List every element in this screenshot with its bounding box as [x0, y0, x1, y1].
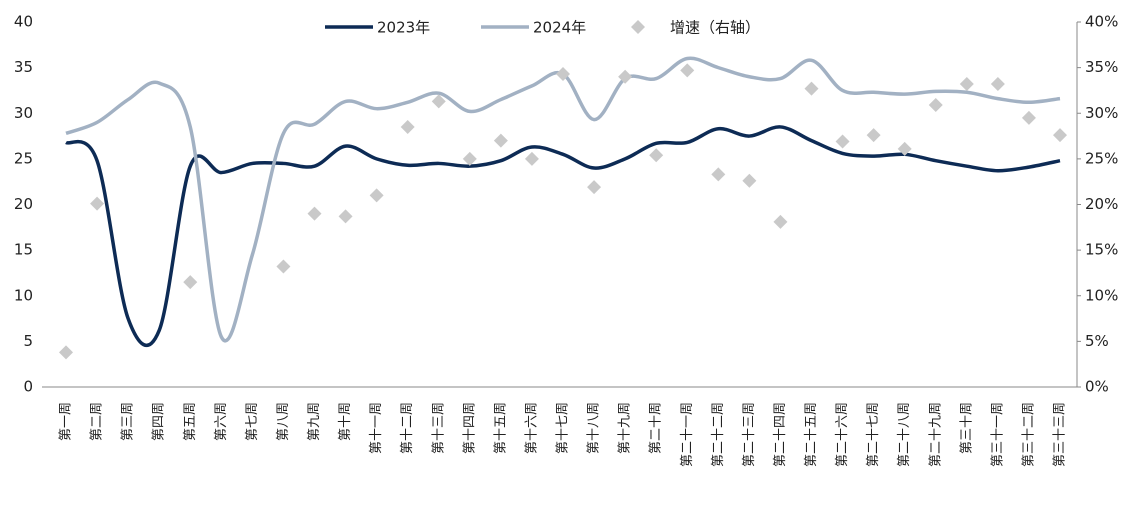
x-tick-label: 第三十三周 [1053, 402, 1068, 467]
legend-label: 增速（右轴） [670, 19, 760, 37]
diamond-marker [556, 67, 570, 82]
x-tick-label: 第二十五周 [804, 402, 819, 467]
legend-label: 2023年 [377, 19, 430, 37]
diamond-marker [835, 134, 850, 149]
x-tick-label: 第二十九周 [928, 402, 943, 467]
y2-tick-label: 0% [1085, 378, 1109, 396]
x-tick-label: 第二十六周 [835, 402, 850, 467]
x-tick-label: 第三十一周 [990, 402, 1005, 467]
x-tick-label: 第一周 [59, 402, 74, 441]
x-tick-label: 第二十四周 [773, 402, 788, 467]
x-tick-label: 第十七周 [556, 402, 571, 454]
diamond-marker [307, 206, 322, 221]
x-tick-label: 第七周 [245, 402, 260, 441]
y2-tick-label: 35% [1085, 58, 1118, 76]
diamond-marker [618, 69, 633, 84]
diamond-marker [59, 345, 73, 360]
x-tick-label: 第八周 [276, 402, 291, 441]
x-tick-label: 第十四周 [462, 402, 477, 454]
diamond-marker [587, 180, 602, 195]
diamond-marker [431, 94, 446, 109]
x-tick-label: 第十二周 [400, 402, 415, 454]
y2-tick-label: 25% [1085, 149, 1118, 167]
y2-tick-label: 5% [1085, 332, 1109, 350]
y-tick-label: 25 [14, 149, 33, 167]
y2-tick-label: 20% [1085, 195, 1118, 213]
y-tick-label: 15 [14, 241, 33, 259]
diamond-marker [1053, 128, 1067, 143]
diamond-marker [959, 77, 974, 92]
diamond-marker [866, 128, 881, 143]
diamond-marker [649, 148, 664, 163]
diamond-marker [338, 209, 353, 224]
diamond-marker [183, 275, 198, 290]
x-tick-label: 第五周 [183, 402, 198, 441]
x-tick-label: 第二周 [90, 402, 105, 441]
x-tick-label: 第十一周 [369, 402, 384, 454]
y-tick-label: 5 [23, 332, 33, 350]
y-tick-label: 40 [14, 13, 33, 31]
diamond-marker [462, 151, 477, 166]
diamond-marker [742, 173, 757, 188]
y2-tick-label: 15% [1085, 241, 1118, 259]
x-tick-label: 第二十八周 [897, 402, 912, 467]
x-tick-label: 第二十七周 [866, 402, 881, 467]
y-tick-label: 20 [14, 195, 33, 213]
diamond-marker [276, 259, 291, 274]
diamond-marker [493, 133, 508, 148]
x-tick-label: 第十九周 [618, 402, 633, 454]
diamond-marker [804, 81, 819, 96]
diamond-marker [1021, 110, 1036, 125]
diamond-marker [680, 63, 695, 78]
diamond-marker [400, 119, 415, 134]
legend-swatch [631, 20, 645, 34]
y-tick-label: 30 [14, 104, 33, 122]
x-tick-label: 第二十三周 [742, 402, 757, 467]
x-tick-label: 第十周 [338, 402, 353, 441]
diamond-marker [773, 214, 788, 229]
y2-tick-label: 40% [1085, 13, 1118, 31]
y2-tick-label: 10% [1085, 286, 1118, 304]
x-tick-label: 第二十周 [649, 402, 664, 454]
line-series [65, 56, 1061, 343]
x-tick-label: 第三周 [121, 402, 136, 441]
x-tick-label: 第十三周 [431, 402, 446, 454]
x-tick-label: 第十六周 [524, 402, 539, 454]
y2-tick-label: 30% [1085, 104, 1118, 122]
x-tick-label: 第十五周 [493, 402, 508, 454]
legend-label: 2024年 [533, 19, 586, 37]
x-tick-label: 第三十二周 [1021, 402, 1036, 467]
diamond-marker [990, 77, 1005, 92]
x-tick-label: 第六周 [214, 402, 229, 441]
y-tick-label: 10 [14, 286, 33, 304]
diamond-marker [711, 167, 726, 182]
y-tick-label: 0 [23, 378, 33, 396]
x-tick-label: 第二十二周 [711, 402, 726, 467]
y-tick-label: 35 [14, 58, 33, 76]
x-tick-label: 第二十一周 [680, 402, 695, 467]
diamond-marker [928, 98, 943, 113]
x-tick-label: 第三十周 [959, 402, 974, 454]
diamond-marker [524, 151, 539, 166]
diamond-marker [90, 196, 105, 211]
diamond-marker [369, 188, 384, 203]
x-tick-label: 第四周 [152, 402, 167, 441]
x-tick-label: 第九周 [307, 402, 322, 441]
x-tick-label: 第十八周 [587, 402, 602, 454]
diamond-marker [897, 141, 912, 156]
line-series [65, 125, 1061, 347]
